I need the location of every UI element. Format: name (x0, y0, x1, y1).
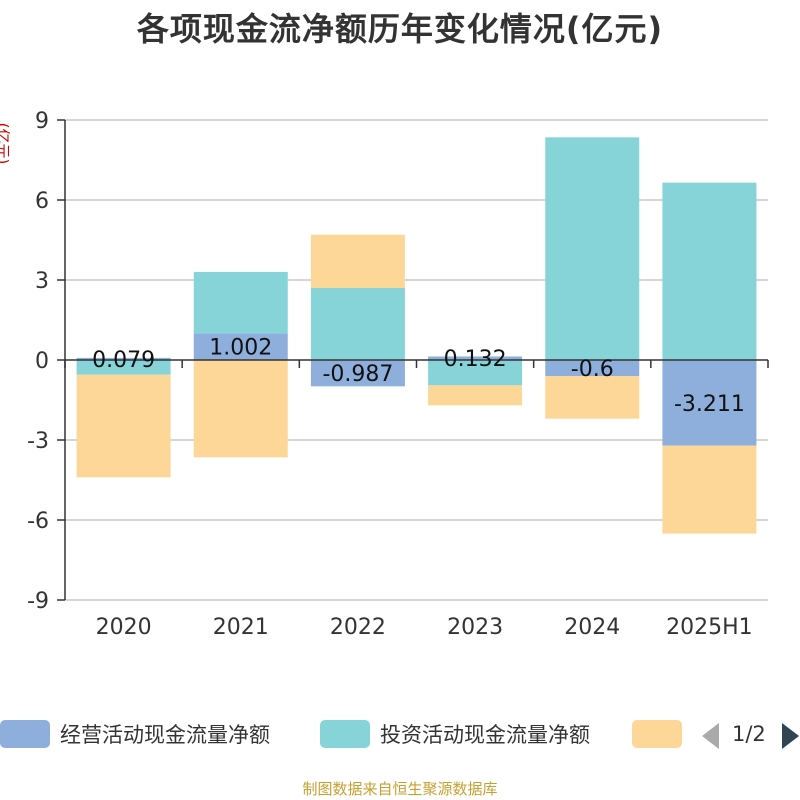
x-category-label: 2022 (330, 615, 386, 640)
legend-item-financing[interactable] (632, 716, 692, 752)
y-tick-label: 6 (35, 189, 49, 214)
data-label-operating: 1.002 (209, 336, 272, 361)
legend-label-operating: 经营活动现金流量净额 (60, 723, 270, 747)
y-tick-label: 3 (35, 269, 49, 294)
legend-swatch-operating (0, 720, 50, 748)
bar-segment-operating (310, 360, 405, 387)
chart-title: 各项现金流净额历年变化情况(亿元) (136, 10, 664, 48)
bar-segment-investing (193, 271, 288, 334)
bar-segment-operating (428, 356, 523, 360)
bar-segment-financing (193, 360, 288, 458)
legend-pager: 1/2 (700, 720, 800, 752)
y-tick-label: -9 (27, 589, 49, 614)
bar-segment-financing (76, 374, 171, 478)
data-labels: 0.079 1.002 -0.987 0.132 -0.6 -3.211 (92, 336, 745, 417)
bar-segment-investing (310, 288, 405, 360)
y-tick-label: -3 (27, 429, 49, 454)
legend-item-operating[interactable]: 经营活动现金流量净额 (0, 716, 270, 752)
x-category-label: 2021 (213, 615, 269, 640)
data-label-operating: 0.132 (444, 347, 507, 372)
bar-segment-investing (76, 360, 171, 375)
legend-item-investing[interactable]: 投资活动现金流量净额 (320, 716, 590, 752)
y-tick-label: 0 (35, 349, 49, 374)
gridlines (65, 119, 768, 601)
bar-segment-investing (428, 360, 523, 386)
x-category-label: 2024 (564, 615, 620, 640)
x-category-label: 2025H1 (666, 615, 753, 640)
stacked-bar-chart: -9 -6 -3 0 3 6 9 2020 2021 2022 2023 2024 2025H1 0.0… (27, 109, 769, 640)
x-category-label: 2020 (96, 615, 152, 640)
y-tick-label: 9 (35, 109, 49, 134)
data-label-operating: -3.211 (674, 392, 745, 417)
bar-segment-financing (428, 385, 523, 406)
bar-segment-investing (662, 182, 757, 360)
data-label-operating: -0.987 (322, 362, 393, 387)
legend-next-page-icon[interactable] (782, 723, 799, 749)
axes: -9 -6 -3 0 3 6 9 2020 2021 2022 2023 2024 2025H1 (27, 109, 769, 640)
bar-segment-financing (310, 234, 405, 288)
data-label-operating: -0.6 (571, 357, 614, 382)
bar-segment-operating (545, 360, 640, 376)
legend-swatch-investing (320, 720, 370, 748)
bars (76, 137, 757, 534)
legend-swatch-financing (632, 720, 682, 748)
legend-label-investing: 投资活动现金流量净额 (380, 723, 590, 747)
bar-segment-operating (76, 357, 171, 360)
legend: 经营活动现金流量净额 投资活动现金流量净额 1/2 (0, 716, 800, 756)
x-category-label: 2023 (447, 615, 503, 640)
bar-segment-financing (662, 445, 757, 534)
bar-segment-investing (545, 137, 640, 360)
data-source-note: 制图数据来自恒生聚源数据库 (302, 780, 498, 798)
data-label-operating: 0.079 (92, 348, 155, 373)
bar-segment-operating (662, 360, 757, 446)
bar-segment-operating (193, 333, 288, 360)
legend-prev-page-icon[interactable] (702, 723, 719, 749)
y-tick-label: -6 (27, 509, 49, 534)
bar-segment-financing (545, 376, 640, 419)
legend-page-indicator: 1/2 (732, 722, 766, 746)
